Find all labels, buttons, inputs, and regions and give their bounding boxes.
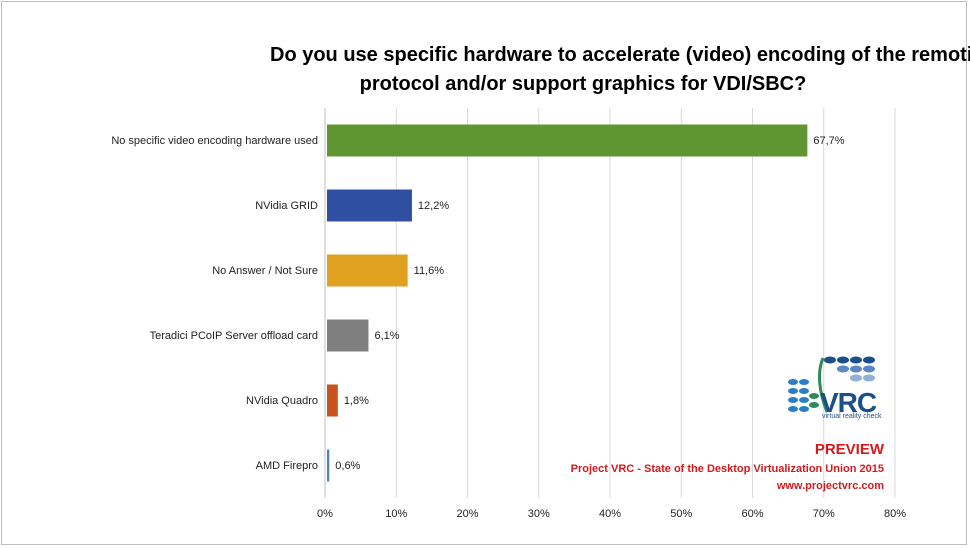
data-label: 12,2% <box>417 199 450 212</box>
bar <box>327 124 808 157</box>
category-label: Teradici PCoIP Server offload card <box>149 329 318 342</box>
category-label: NVidia GRID <box>255 199 318 212</box>
category-label: No Answer / Not Sure <box>212 264 318 277</box>
watermark-preview: PREVIEW <box>814 441 884 458</box>
chart-title-line-2: protocol and/or support graphics for VDI… <box>359 73 807 95</box>
vrc-logo-icon <box>788 356 875 413</box>
data-label: 1,8% <box>343 394 369 407</box>
category-label: No specific video encoding hardware used <box>111 134 318 147</box>
vrc-logo-text: VRC <box>820 387 877 418</box>
x-tick-label: 50% <box>670 508 693 520</box>
data-label: 67,7% <box>813 134 845 147</box>
data-label: 11,6% <box>413 264 445 277</box>
data-label: 6,1% <box>374 329 400 342</box>
bar <box>327 319 369 352</box>
bar <box>327 384 338 417</box>
bar <box>327 449 330 482</box>
x-tick-label: 70% <box>812 508 835 520</box>
x-tick-label: 40% <box>598 508 622 520</box>
watermark-source: Project VRC - State of the Desktop Virtu… <box>570 463 884 475</box>
category-label: AMD Firepro <box>255 459 318 472</box>
x-tick-label: 0% <box>317 508 333 520</box>
category-label: NVidia Quadro <box>246 394 318 407</box>
bar <box>327 254 408 287</box>
bar <box>327 189 412 222</box>
x-tick-label: 30% <box>527 508 550 520</box>
watermark-url: www.projectvrc.com <box>776 480 884 492</box>
x-tick-label: 20% <box>456 508 479 520</box>
x-tick-label: 60% <box>741 508 764 520</box>
x-tick-label: 80% <box>883 508 907 520</box>
chart-title-line-1: Do you use specific hardware to accelera… <box>270 44 970 66</box>
vrc-logo-tagline: virtual reality check <box>822 413 882 420</box>
x-tick-label: 10% <box>385 508 408 520</box>
data-label: 0,6% <box>335 459 361 472</box>
